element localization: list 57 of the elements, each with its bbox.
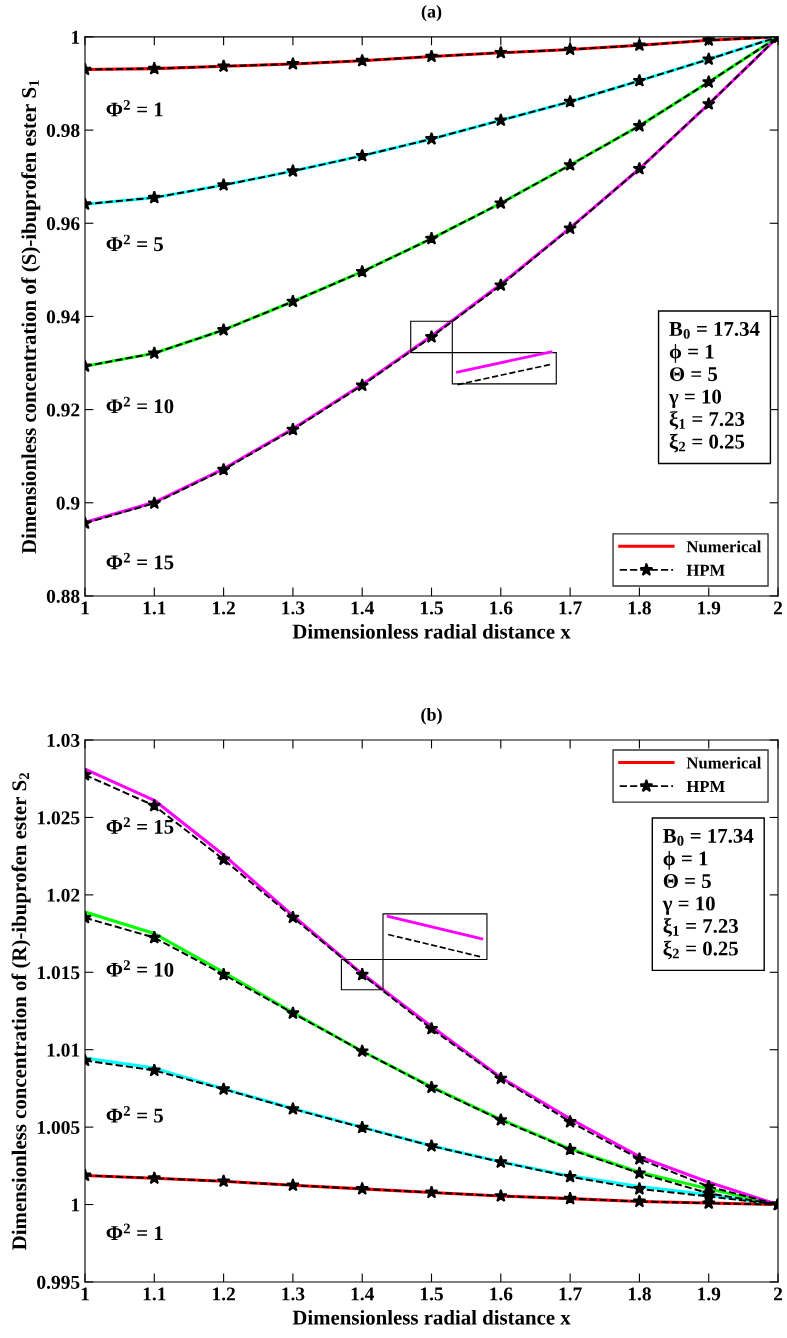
annotation: Φ$^{2}$ = 10 [106, 960, 174, 977]
x-tick-label: 1 [81, 601, 89, 615]
y-tick-label: 0.88 [46, 589, 80, 603]
x-tick-label: 1.7 [559, 1287, 582, 1301]
y-tick-label: 0.98 [46, 123, 80, 138]
chart-title: (b) [421, 708, 442, 725]
y-tick-label: 1.02 [47, 888, 80, 902]
legend-label: Numerical [686, 540, 762, 553]
y-axis-title: Dimensionless concentration of (R)-ibuprofen ester S$_{2}$ [11, 772, 31, 1250]
legend-label: HPM [686, 564, 725, 576]
annotation: Φ$^{2}$ = 1 [106, 100, 163, 117]
x-axis-title: Dimensionless radial distance x [292, 1309, 571, 1325]
x-tick-label: 1.3 [282, 1287, 305, 1301]
x-tick-label: 1.5 [420, 1287, 443, 1301]
y-tick-label: 1 [71, 1198, 80, 1212]
text: B$_{0}$ = 17.34 ϕ = 1 Θ = 5 γ = 10 ξ$_{1}$ = 7.23 ξ$_{2}$ = 0.25 [662, 828, 754, 960]
annotation: Φ$^{2}$ = 15 [106, 552, 174, 570]
annotation: Φ$^{2}$ = 10 [106, 396, 174, 414]
y-tick-label: 0.92 [46, 403, 80, 417]
y-tick-label: 1.005 [37, 1120, 80, 1135]
y-tick-label: 0.94 [46, 310, 80, 324]
x-tick-label: 1.1 [143, 601, 166, 615]
x-tick-label: 1.7 [559, 601, 582, 615]
x-tick-label: 1.4 [351, 1287, 374, 1301]
y-tick-label: 1.015 [37, 966, 80, 980]
y-tick-label: 0.9 [56, 496, 80, 510]
y-axis-title: Dimensionless concentration of (S)-ibuprofen ester S$_{1}$ [21, 80, 41, 554]
y-tick-label: 0.96 [46, 217, 80, 231]
x-tick-label: 1.2 [213, 1287, 235, 1301]
text: B$_{0}$ = 17.34 ϕ = 1 Θ = 5 γ = 10 ξ$_{1}$ = 7.23 ξ$_{2}$ = 0.25 [668, 321, 760, 453]
x-tick-label: 2 [773, 601, 783, 615]
x-tick-label: 1.3 [282, 601, 305, 615]
x-tick-label: 1.8 [628, 1287, 651, 1301]
x-tick-label: 1.9 [698, 1287, 721, 1301]
y-tick-label: 1.01 [47, 1043, 80, 1057]
chart-title: (a) [421, 4, 442, 22]
annotation: Φ$^{2}$ = 15 [106, 817, 174, 834]
x-tick-label: 1.4 [351, 601, 374, 615]
annotation: Φ$^{2}$ = 5 [106, 234, 163, 252]
y-tick-label: 1.025 [37, 811, 80, 825]
x-tick-label: 1.9 [698, 601, 721, 615]
legend-label: HPM [686, 781, 725, 792]
legend-label: Numerical [686, 756, 762, 769]
x-tick-label: 1.6 [490, 1287, 513, 1301]
x-tick-label: 1.6 [490, 601, 513, 615]
x-tick-label: 1.2 [213, 601, 235, 615]
x-tick-label: 1.5 [420, 601, 443, 615]
annotation: Φ$^{2}$ = 1 [106, 1223, 163, 1240]
x-tick-label: 2 [773, 1287, 783, 1301]
x-axis-title: Dimensionless radial distance x [292, 624, 571, 639]
y-tick-label: 0.995 [37, 1275, 80, 1289]
y-tick-label: 1 [71, 30, 80, 44]
annotation: Φ$^{2}$ = 5 [106, 1106, 163, 1123]
x-tick-label: 1 [81, 1287, 89, 1301]
x-tick-label: 1.1 [143, 1287, 166, 1301]
y-tick-label: 1.03 [47, 733, 80, 748]
x-tick-label: 1.8 [628, 601, 651, 615]
